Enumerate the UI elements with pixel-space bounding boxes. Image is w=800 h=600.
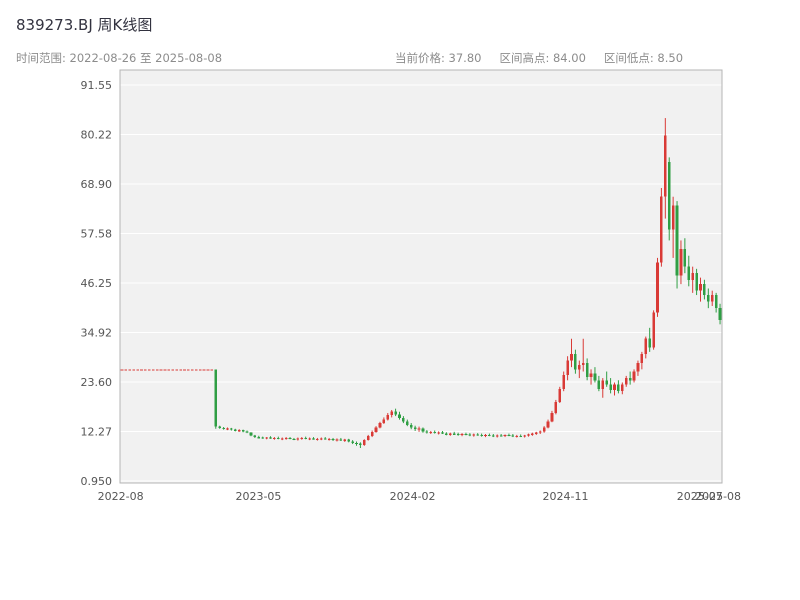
current-price-label: 当前价格: 37.80 [395, 51, 482, 65]
svg-text:2024-11: 2024-11 [542, 490, 588, 503]
svg-text:80.22: 80.22 [81, 129, 113, 142]
svg-text:12.27: 12.27 [81, 426, 113, 439]
svg-text:91.55: 91.55 [81, 79, 113, 92]
date-range-label: 时间范围: 2022-08-26 至 2025-08-08 [16, 51, 223, 65]
stats-bar: 当前价格: 37.80 区间高点: 84.00 区间低点: 8.50 [395, 50, 683, 66]
svg-text:2025-07: 2025-07 [677, 490, 723, 503]
page-title: 839273.BJ 周K线图 [16, 16, 153, 34]
svg-text:57.58: 57.58 [81, 228, 113, 241]
svg-text:2025-08: 2025-08 [695, 490, 741, 503]
svg-text:46.25: 46.25 [81, 277, 113, 290]
range-high-label: 区间高点: 84.00 [499, 51, 586, 65]
svg-text:2023-05: 2023-05 [235, 490, 281, 503]
svg-text:2024-02: 2024-02 [390, 490, 436, 503]
svg-text:0.950: 0.950 [81, 475, 113, 488]
svg-text:68.90: 68.90 [81, 178, 113, 191]
svg-text:34.92: 34.92 [81, 327, 113, 340]
svg-text:23.60: 23.60 [81, 376, 113, 389]
svg-text:2022-08: 2022-08 [98, 490, 144, 503]
range-low-label: 区间低点: 8.50 [603, 51, 684, 65]
